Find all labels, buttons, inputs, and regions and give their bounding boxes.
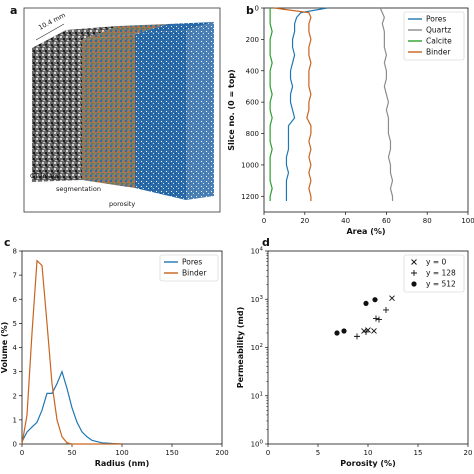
y-tick-label: 4 bbox=[13, 344, 18, 352]
legend-marker bbox=[411, 281, 417, 287]
panel-label-b: b bbox=[246, 4, 254, 17]
y-tick-label: 800 bbox=[246, 130, 259, 138]
data-point-circle bbox=[334, 330, 340, 336]
x-axis-title: Radius (nm) bbox=[95, 459, 150, 468]
x-axis-title: Area (%) bbox=[346, 227, 385, 236]
y-tick-label: 400 bbox=[246, 67, 259, 75]
panel-c: c 0 50 100 150 200 0 1 2 3 4 5 6 7 8 Radius (nm) Volume… bbox=[0, 236, 229, 468]
x-tick-label: 100 bbox=[461, 217, 474, 225]
series-line-calcite bbox=[269, 8, 273, 202]
plot-frame bbox=[263, 7, 469, 213]
data-point-plus bbox=[373, 315, 379, 322]
porosity-top-face bbox=[135, 22, 214, 34]
y-tick-label: 1000 bbox=[241, 161, 259, 169]
legend-label: Calcite bbox=[426, 37, 452, 46]
porosity-side-face bbox=[186, 22, 214, 200]
x-tick-label: 200 bbox=[215, 449, 228, 457]
data-point-plus bbox=[354, 333, 360, 340]
x-tick-label: 60 bbox=[382, 217, 391, 225]
x-tick-label: 50 bbox=[68, 449, 77, 457]
data-point-circle bbox=[363, 300, 369, 307]
chart-d: 0 5 10 15 20 100 101 102 103 104 Porosity (%) Perme… bbox=[236, 247, 472, 469]
y-axis-title: Slice no. (0 = top) bbox=[227, 69, 236, 150]
y-tick-label: 3 bbox=[13, 368, 17, 376]
panel-b: b 0 20 40 60 80 100020040060080010001200Area … bbox=[227, 4, 474, 236]
legend-marker bbox=[411, 270, 417, 276]
y-tick-label: 101 bbox=[251, 391, 263, 400]
data-point-plus bbox=[363, 328, 369, 335]
volume-cube bbox=[32, 22, 214, 200]
series-line-pores bbox=[285, 7, 328, 202]
x-tick-label: 40 bbox=[341, 217, 350, 225]
series-line-pores bbox=[21, 369, 123, 445]
panel-label-c: c bbox=[4, 236, 11, 249]
y-tick-label: 1200 bbox=[241, 193, 259, 201]
data-point-circle bbox=[341, 328, 347, 334]
chart-c: 0 50 100 150 200 0 1 2 3 4 5 6 7 8 Radius (nm) Volume (… bbox=[0, 248, 229, 469]
legend-label: Binder bbox=[182, 269, 207, 278]
y-tick-label: 102 bbox=[251, 343, 263, 352]
x-tick-label: 80 bbox=[423, 217, 432, 225]
y-tick-label: 5 bbox=[13, 320, 17, 328]
data-point-cross bbox=[389, 295, 395, 302]
y-axis-title: Volume (%) bbox=[0, 322, 9, 374]
data-point-plus bbox=[376, 316, 382, 323]
legend-label: y = 0 bbox=[426, 258, 446, 267]
x-tick-label: 100 bbox=[115, 449, 128, 457]
y-tick-label: 103 bbox=[251, 295, 264, 304]
x-tick-label: 150 bbox=[165, 449, 178, 457]
x-tick-label: 20 bbox=[300, 217, 309, 225]
y-tick-label: 0 bbox=[13, 441, 17, 449]
x-tick-label: 10 bbox=[364, 449, 373, 457]
y-axis-title: Permeability (md) bbox=[236, 307, 245, 389]
x-tick-label: 5 bbox=[316, 449, 320, 457]
legend-label: Pores bbox=[182, 258, 202, 267]
segmentation-top-face bbox=[82, 24, 168, 40]
series-line-binder bbox=[274, 7, 312, 202]
x-axis-title: Porosity (%) bbox=[340, 459, 395, 468]
y-tick-label: 2 bbox=[13, 392, 17, 400]
data-point-plus bbox=[383, 306, 389, 313]
panel-a: a 10.4 mm CT image segmentation porosity bbox=[10, 4, 221, 213]
ct-top-face bbox=[32, 26, 118, 48]
panel-d: d 0 5 10 15 20 100 101 102 103 104 Porosity (%) Per… bbox=[236, 236, 472, 468]
y-tick-label: 200 bbox=[246, 36, 259, 44]
x-tick-label: 0 bbox=[20, 449, 24, 457]
segmentation-label: segmentation bbox=[56, 185, 101, 193]
y-tick-label: 7 bbox=[13, 272, 17, 280]
y-tick-label: 100 bbox=[251, 440, 264, 449]
legend-label: Binder bbox=[426, 48, 451, 57]
legend-label: y = 512 bbox=[426, 280, 456, 289]
porosity-label: porosity bbox=[109, 200, 135, 208]
ct-front-face bbox=[32, 40, 82, 182]
legend-marker bbox=[411, 259, 417, 265]
legend-label: y = 128 bbox=[426, 269, 456, 278]
y-tick-label: 1 bbox=[13, 416, 17, 424]
porosity-front-face bbox=[135, 30, 186, 200]
y-tick-label: 0 bbox=[255, 5, 259, 13]
y-tick-label: 600 bbox=[246, 99, 259, 107]
legend-label: Pores bbox=[426, 15, 446, 24]
x-tick-label: 0 bbox=[262, 217, 266, 225]
panel-label-d: d bbox=[262, 236, 270, 249]
legend-label: Quartz bbox=[426, 26, 451, 35]
y-tick-label: 8 bbox=[13, 248, 17, 256]
ct-label: CT image bbox=[30, 172, 61, 180]
data-point-circle bbox=[372, 297, 378, 303]
x-tick-label: 15 bbox=[414, 449, 423, 457]
data-point-cross bbox=[371, 328, 377, 334]
legend-box bbox=[403, 11, 465, 61]
y-tick-label: 6 bbox=[13, 296, 18, 304]
x-tick-label: 20 bbox=[464, 449, 473, 457]
panel-label-a: a bbox=[10, 4, 17, 17]
segmentation-front-face bbox=[82, 34, 135, 188]
x-tick-label: 0 bbox=[266, 449, 270, 457]
legend-box bbox=[403, 254, 465, 293]
series-line-binder bbox=[21, 259, 122, 445]
y-tick-label: 104 bbox=[251, 247, 264, 256]
dimension-line bbox=[35, 23, 65, 41]
series-line-quartz bbox=[379, 7, 394, 202]
